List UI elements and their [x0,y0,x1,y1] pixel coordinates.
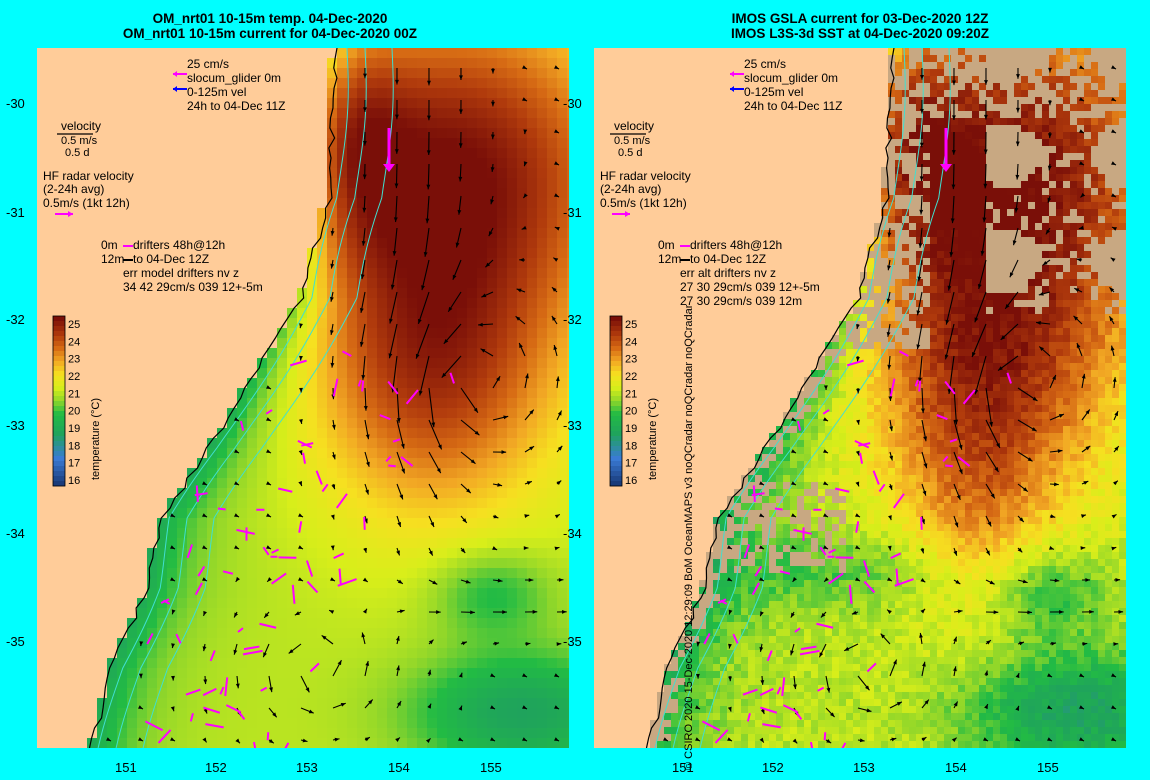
colorbar-tick: 21 [68,388,80,400]
hf-title: HF radar velocity [600,169,691,183]
lat-label-right-4: -34 [563,526,582,541]
lon-label-left-3: 154 [388,760,410,775]
colorbar-tick: 20 [625,406,637,418]
left-title-line2: OM_nrt01 10-15m current for 04-Dec-2020 … [122,26,418,41]
hf-avg: (2-24h avg) [600,182,661,196]
velocity-key-speed: 0.5 m/s [614,135,651,147]
lat-label-right-0: -30 [563,96,582,111]
velocity-key-speed: 0.5 m/s [61,135,98,147]
velocity-key-title: velocity [614,119,654,133]
lat-label-left-5: -35 [6,634,25,649]
colorbar-tick: 22 [625,371,637,383]
lat-label-left-1: -31 [6,205,25,220]
drifter-title: drifters 48h@12h [133,238,225,252]
drifter-period: to 04-Dec 12Z [133,252,209,266]
drifter-err-values: 34 42 29cm/s 039 12+-5m [123,280,263,294]
drifter-title: drifters 48h@12h [690,238,782,252]
drifter-period: to 04-Dec 12Z [690,252,766,266]
left-title: OM_nrt01 10-15m temp. 04-Dec-2020 OM_nrt… [0,11,550,41]
lon-label-left-1: 152 [205,760,227,775]
right-map-panel[interactable]: 25 cm/s slocum_glider 0m 0-125m vel 24h … [594,48,1126,748]
left-temperature-field [87,48,569,748]
hf-title: HF radar velocity [43,169,134,183]
lon-label-right-2: 153 [853,760,875,775]
legend-period: 24h to 04-Dec 11Z [187,99,286,113]
colorbar-tick: 21 [625,388,637,400]
right-legend: 25 cm/s slocum_glider 0m 0-125m vel 24h … [600,57,843,308]
colorbar-tick: 16 [68,475,80,487]
right-sst-field [645,48,1126,748]
right-drifter-tracks [701,128,1012,748]
colorbar-label: temperature (°C) [90,398,102,480]
legend-glider: slocum_glider 0m [187,71,281,85]
left-title-line1: OM_nrt01 10-15m temp. 04-Dec-2020 [152,11,388,26]
colorbar-tick: 22 [68,371,80,383]
colorbar-tick: 24 [625,336,637,348]
drifter-0m: 0m [658,238,675,252]
lat-label-right-2: -32 [563,312,582,327]
colorbar-tick: 19 [625,423,637,435]
left-map-panel[interactable]: 25 cm/s slocum_glider 0m 0-125m vel 24h … [37,48,569,748]
left-drifter-tracks [144,128,455,748]
colorbar-tick: 25 [68,319,80,331]
drifter-err-values1: 27 30 29cm/s 039 12+-5m [680,280,820,294]
hf-speed: 0.5m/s (1kt 12h) [43,196,130,210]
colorbar-tick: 24 [68,336,80,348]
lon-label-left-0: 151 [115,760,137,775]
lat-label-left-3: -33 [6,418,25,433]
colorbar-tick: 19 [68,423,80,435]
drifter-12m: 12m [658,252,681,266]
hf-speed: 0.5m/s (1kt 12h) [600,196,687,210]
drifter-err-values2: 27 30 29cm/s 039 12m [680,294,802,308]
lon-label-left-4: 155 [480,760,502,775]
lat-label-right-3: -33 [563,418,582,433]
lon-label-right-0: 151 [672,760,694,775]
colorbar-tick: 20 [68,406,80,418]
right-current-arrows [663,65,1124,744]
right-title-line2: IMOS L3S-3d SST at 04-Dec-2020 09:20Z [730,26,990,41]
right-title: IMOS GSLA current for 03-Dec-2020 12Z IM… [580,11,1140,41]
colorbar-tick: 16 [625,475,637,487]
legend-vel: 0-125m vel [187,85,246,99]
drifter-err-title: err model drifters nv z [123,266,239,280]
lon-label-left-2: 153 [296,760,318,775]
legend-scale: 25 cm/s [744,57,786,71]
colorbar-tick: 18 [68,440,80,452]
lat-label-left-4: -34 [6,526,25,541]
colorbar-tick: 18 [625,440,637,452]
lat-label-right-5: -35 [563,634,582,649]
colorbar-tick: 25 [625,319,637,331]
colorbar-tick: 17 [68,458,80,470]
lat-label-left-0: -30 [6,96,25,111]
lon-label-right-4: 155 [1037,760,1059,775]
lat-label-left-2: -32 [6,312,25,327]
colorbar-label: temperature (°C) [647,398,659,480]
colorbar-tick: 17 [625,458,637,470]
right-colorbar: 25 24 23 22 21 20 19 18 17 16 temperature (°C) [609,315,659,487]
velocity-key-days: 0.5 d [618,147,642,159]
velocity-key-title: velocity [61,119,101,133]
legend-vel: 0-125m vel [744,85,803,99]
left-map[interactable]: 25 cm/s slocum_glider 0m 0-125m vel 24h … [37,48,569,748]
legend-scale: 25 cm/s [187,57,229,71]
right-title-line1: IMOS GSLA current for 03-Dec-2020 12Z [731,11,989,26]
legend-glider: slocum_glider 0m [744,71,838,85]
velocity-key-days: 0.5 d [65,147,89,159]
colorbar-tick: 23 [625,354,637,366]
left-legend: 25 cm/s slocum_glider 0m 0-125m vel 24h … [43,57,286,294]
right-map[interactable]: 25 cm/s slocum_glider 0m 0-125m vel 24h … [594,48,1126,748]
drifter-0m: 0m [101,238,118,252]
colorbar-tick: 23 [68,354,80,366]
left-current-arrows [106,65,567,744]
lat-label-right-1: -31 [563,205,582,220]
left-colorbar: 25 24 23 22 21 20 19 18 17 16 temperature (°C) [52,315,102,487]
legend-period: 24h to 04-Dec 11Z [744,99,843,113]
lon-label-right-1: 152 [762,760,784,775]
hf-avg: (2-24h avg) [43,182,104,196]
credit-line: © CSIRO 2020 15-Dec-2020 12:29:09 BoM Oc… [682,304,695,770]
drifter-12m: 12m [101,252,124,266]
drifter-err-title: err alt drifters nv z [680,266,776,280]
lon-label-right-3: 154 [945,760,967,775]
